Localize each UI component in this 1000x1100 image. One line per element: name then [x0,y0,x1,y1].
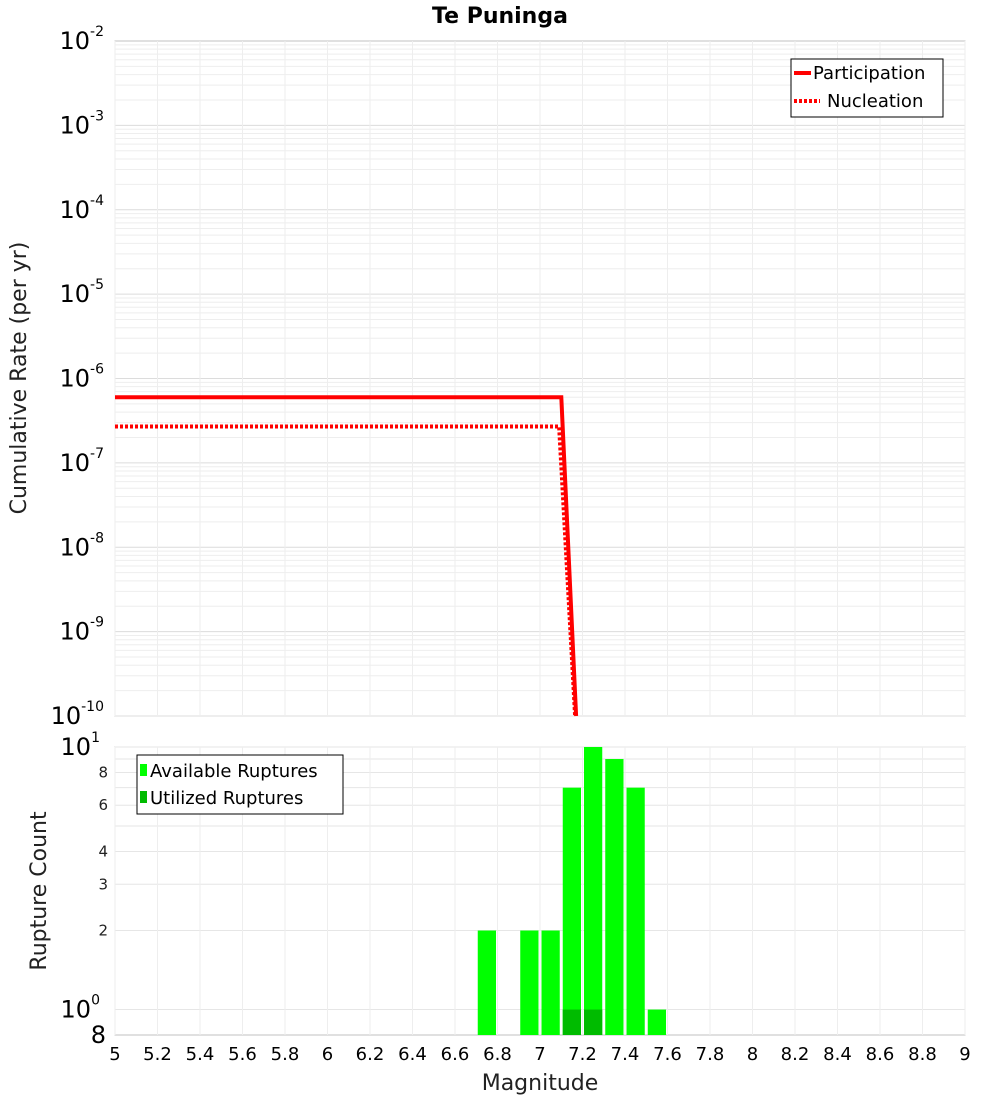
x-tick-label: 5 [109,1044,120,1065]
x-tick-label: 8.8 [908,1044,937,1065]
x-tick-label: 6.6 [441,1044,470,1065]
top-y-tick-label: 10-7 [59,446,104,477]
x-tick-label: 7.6 [653,1044,682,1065]
available-rupture-bar [562,787,581,1035]
utilized-rupture-bar [562,1009,581,1035]
available-rupture-bar [626,787,645,1035]
bottom-y-tick-label: 4 [98,842,108,860]
x-tick-label: 5.6 [228,1044,257,1065]
x-tick-label: 7.2 [568,1044,597,1065]
chart-title: Te Puninga [432,4,568,29]
bottom-y-tick-label: 8 [98,763,108,781]
x-tick-label: 8.4 [823,1044,852,1065]
cumulative-rate-panel: 10-10 10-9 10-8 10-7 10-6 10-5 10-4 10-3 10-2 Cu… [7,24,966,730]
x-tick-label: 8.2 [781,1044,810,1065]
top-y-tick-label: 10-6 [59,362,104,393]
x-axis-label: Magnitude [482,1071,599,1096]
x-tick-label: 5.8 [271,1044,300,1065]
top-y-tick-label: 10-8 [59,530,104,561]
available-rupture-bar [647,1009,666,1035]
legend-swatch-available [140,764,147,776]
top-y-tick-label: 10-9 [59,615,104,646]
series-line-nucleation [115,424,578,717]
available-rupture-bar [541,930,560,1035]
top-y-tick-label: 10-5 [59,277,104,308]
top-legend: Participation Nucleation [790,58,944,118]
legend-label-utilized: Utilized Ruptures [150,788,303,809]
legend-label-available: Available Ruptures [150,761,318,782]
bottom-y-tick-label: 101 [61,730,100,761]
bottom-y-tick-label: 3 [98,875,108,893]
bottom-y-tick-label: 6 [98,796,108,814]
top-y-tick-label: 10-10 [51,699,104,730]
bottom-y-tick-label: 2 [98,922,108,940]
legend-label-nucleation: Nucleation [827,91,923,112]
x-tick-label: 5.4 [186,1044,215,1065]
bottom-y-tick-label: 8 [91,1021,106,1049]
x-tick-label: 7 [534,1044,545,1065]
x-tick-label: 6 [322,1044,333,1065]
available-rupture-bar [584,747,603,1035]
x-tick-label: 8.6 [866,1044,895,1065]
available-rupture-bar [477,930,496,1035]
available-rupture-bar [605,759,624,1035]
x-tick-label: 9 [959,1044,970,1065]
x-tick-label: 5.2 [143,1044,172,1065]
x-tick-label: 6.4 [398,1044,427,1065]
legend-label-participation: Participation [813,63,925,84]
x-tick-label: 7.4 [611,1044,640,1065]
x-tick-label: 6.2 [356,1044,385,1065]
top-y-tick-label: 10-4 [59,193,104,224]
top-y-axis-label: Cumulative Rate (per yr) [7,242,32,515]
available-rupture-bar [520,930,539,1035]
x-tick-label: 6.8 [483,1044,512,1065]
top-y-tick-label: 10-3 [59,108,104,139]
legend-swatch-utilized [140,791,147,803]
bottom-legend: Available Ruptures Utilized Ruptures [136,754,344,815]
top-y-tick-label: 10-2 [59,24,104,55]
utilized-rupture-bar [584,1009,603,1035]
x-tick-label: 8 [747,1044,758,1065]
bottom-y-tick-label: 100 [61,993,100,1024]
bottom-y-axis-label: Rupture Count [27,811,52,971]
x-tick-label: 7.8 [696,1044,725,1065]
